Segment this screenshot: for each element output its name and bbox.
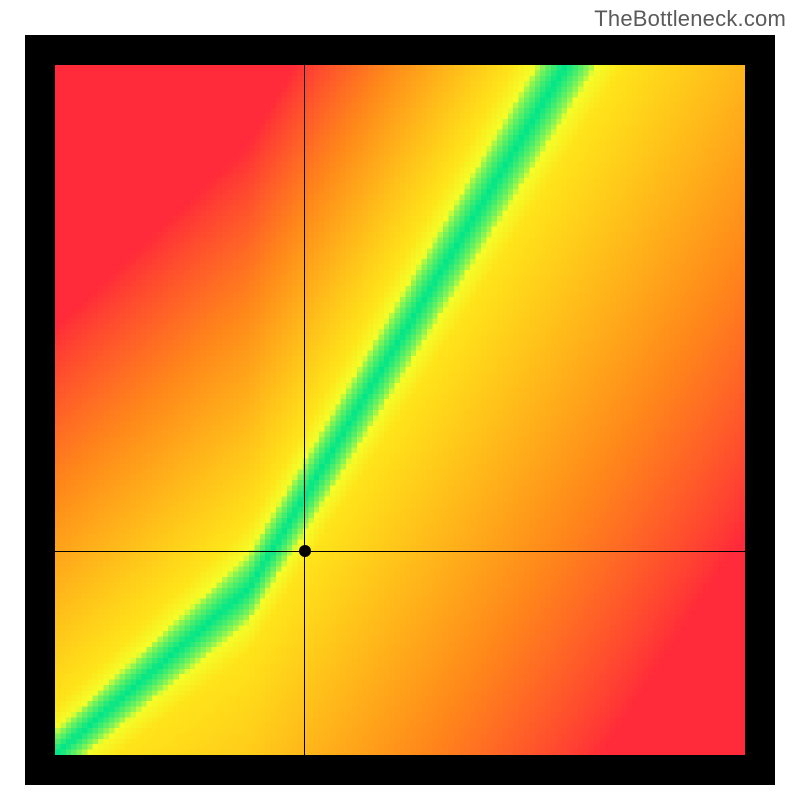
chart-container: TheBottleneck.com	[0, 0, 800, 800]
heatmap-plot	[55, 65, 745, 755]
heatmap-canvas	[55, 65, 745, 755]
crosshair-horizontal	[55, 551, 745, 552]
attribution-text: TheBottleneck.com	[594, 6, 786, 32]
crosshair-vertical	[304, 65, 305, 755]
